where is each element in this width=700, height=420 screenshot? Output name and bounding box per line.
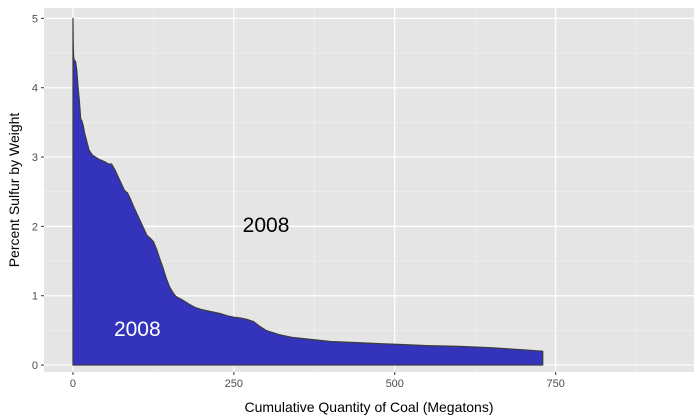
x-axis-ticks: 0 250 500 750 <box>70 372 565 390</box>
x-tick-label: 0 <box>70 378 76 390</box>
y-tick-label: 2 <box>32 221 38 233</box>
x-tick-label: 750 <box>546 378 564 390</box>
y-tick-label: 1 <box>32 291 38 303</box>
y-tick-label: 4 <box>32 83 38 95</box>
y-tick-label: 3 <box>32 152 38 164</box>
y-axis-ticks: 0 1 2 3 4 5 <box>32 13 44 372</box>
y-tick-label: 5 <box>32 13 38 25</box>
grid-minor <box>44 8 694 372</box>
annotations: 2008 2008 <box>114 214 289 341</box>
annotation-label: 2008 <box>114 318 161 341</box>
x-tick-label: 250 <box>225 378 243 390</box>
sulfur-area-series <box>72 17 544 366</box>
x-axis-title: Cumulative Quantity of Coal (Megatons) <box>245 399 494 415</box>
x-tick-label: 500 <box>386 378 404 390</box>
y-axis-title: Percent Sulfur by Weight <box>6 113 22 268</box>
annotation-label: 2008 <box>243 214 290 237</box>
y-tick-label: 0 <box>32 360 38 372</box>
